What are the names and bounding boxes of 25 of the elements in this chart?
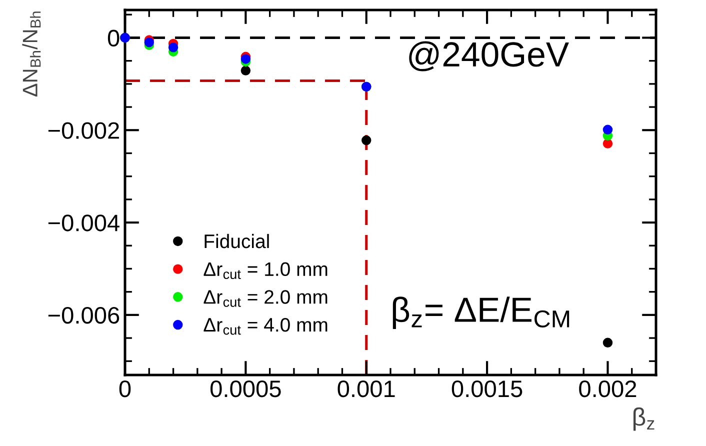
- point: [602, 138, 613, 148]
- legend-label: Δr$_{cut}$ = 1.0 mm: [204, 262, 328, 280]
- x-tick-label: 0.002: [579, 380, 636, 398]
- point: [602, 338, 613, 348]
- point: [144, 37, 154, 48]
- x-tick-label: 0.0005: [210, 380, 281, 398]
- legend-label: Δr$_{cut}$ = 2.0 mm: [204, 290, 328, 307]
- legend-label: Δr$_{cut}$ = 4.0 mm: [204, 318, 328, 335]
- y-tick-label: 0: [108, 30, 120, 47]
- point: [168, 42, 178, 52]
- x-axis-title: β$_{z}$: [633, 407, 654, 431]
- y-tick-label: −0.004: [48, 214, 120, 232]
- x-tick-label: 0.0015: [452, 380, 522, 398]
- y-axis-title: ΔN$_{Bh}$/N$_{Bh}$: [22, 12, 41, 96]
- point: [602, 124, 613, 135]
- point: [362, 135, 372, 146]
- point: [240, 66, 251, 76]
- annotation: @240GeV: [409, 41, 569, 72]
- y-tick-label: −0.006: [48, 307, 120, 324]
- point: [240, 54, 251, 64]
- legend-label: Fiducial: [204, 234, 269, 248]
- x-tick-label: 0.001: [338, 380, 395, 398]
- annotation: β$_{z}$= ΔE/E$_{CM}$: [392, 296, 570, 329]
- x-tick-label: 0: [119, 380, 131, 398]
- y-tick-label: −0.002: [48, 122, 119, 139]
